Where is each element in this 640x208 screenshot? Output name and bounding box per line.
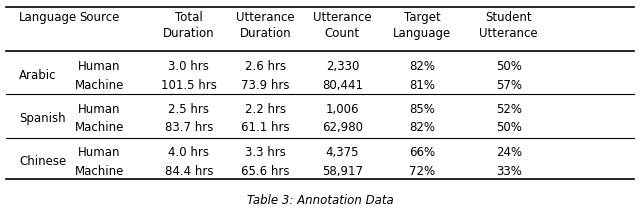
Text: Chinese: Chinese xyxy=(19,156,67,168)
Text: 2.6 hrs: 2.6 hrs xyxy=(245,60,286,73)
Text: 4,375: 4,375 xyxy=(326,146,359,159)
Text: 82%: 82% xyxy=(410,60,435,73)
Text: 50%: 50% xyxy=(496,121,522,134)
Text: 1,006: 1,006 xyxy=(326,103,359,116)
Text: Total
Duration: Total Duration xyxy=(163,11,214,40)
Text: 62,980: 62,980 xyxy=(322,121,363,134)
Text: Source: Source xyxy=(79,11,120,24)
Text: 24%: 24% xyxy=(496,146,522,159)
Text: Human: Human xyxy=(78,103,120,116)
Text: Human: Human xyxy=(78,146,120,159)
Text: 80,441: 80,441 xyxy=(322,79,363,92)
Text: Machine: Machine xyxy=(74,121,124,134)
Text: 2.5 hrs: 2.5 hrs xyxy=(168,103,209,116)
Text: 61.1 hrs: 61.1 hrs xyxy=(241,121,290,134)
Text: 3.0 hrs: 3.0 hrs xyxy=(168,60,209,73)
Text: Table 3: Annotation Data: Table 3: Annotation Data xyxy=(246,194,394,207)
Text: 65.6 hrs: 65.6 hrs xyxy=(241,165,290,178)
Text: Utterance
Duration: Utterance Duration xyxy=(236,11,295,40)
Text: 72%: 72% xyxy=(410,165,435,178)
Text: Language: Language xyxy=(19,11,77,24)
Text: Human: Human xyxy=(78,60,120,73)
Text: 3.3 hrs: 3.3 hrs xyxy=(245,146,286,159)
Text: Machine: Machine xyxy=(74,79,124,92)
Text: 101.5 hrs: 101.5 hrs xyxy=(161,79,217,92)
Text: 2,330: 2,330 xyxy=(326,60,359,73)
Text: 84.4 hrs: 84.4 hrs xyxy=(164,165,213,178)
Text: 82%: 82% xyxy=(410,121,435,134)
Text: 4.0 hrs: 4.0 hrs xyxy=(168,146,209,159)
Text: 57%: 57% xyxy=(496,79,522,92)
Text: Arabic: Arabic xyxy=(19,69,57,82)
Text: 73.9 hrs: 73.9 hrs xyxy=(241,79,290,92)
Text: 2.2 hrs: 2.2 hrs xyxy=(245,103,286,116)
Text: 50%: 50% xyxy=(496,60,522,73)
Text: 52%: 52% xyxy=(496,103,522,116)
Text: Target
Language: Target Language xyxy=(393,11,452,40)
Text: 66%: 66% xyxy=(410,146,435,159)
Text: 33%: 33% xyxy=(496,165,522,178)
Text: Machine: Machine xyxy=(74,165,124,178)
Text: Student
Utterance: Student Utterance xyxy=(479,11,538,40)
Text: 85%: 85% xyxy=(410,103,435,116)
Text: 58,917: 58,917 xyxy=(322,165,363,178)
Text: Spanish: Spanish xyxy=(19,112,66,125)
Text: 83.7 hrs: 83.7 hrs xyxy=(164,121,213,134)
Text: 81%: 81% xyxy=(410,79,435,92)
Text: Utterance
Count: Utterance Count xyxy=(313,11,372,40)
